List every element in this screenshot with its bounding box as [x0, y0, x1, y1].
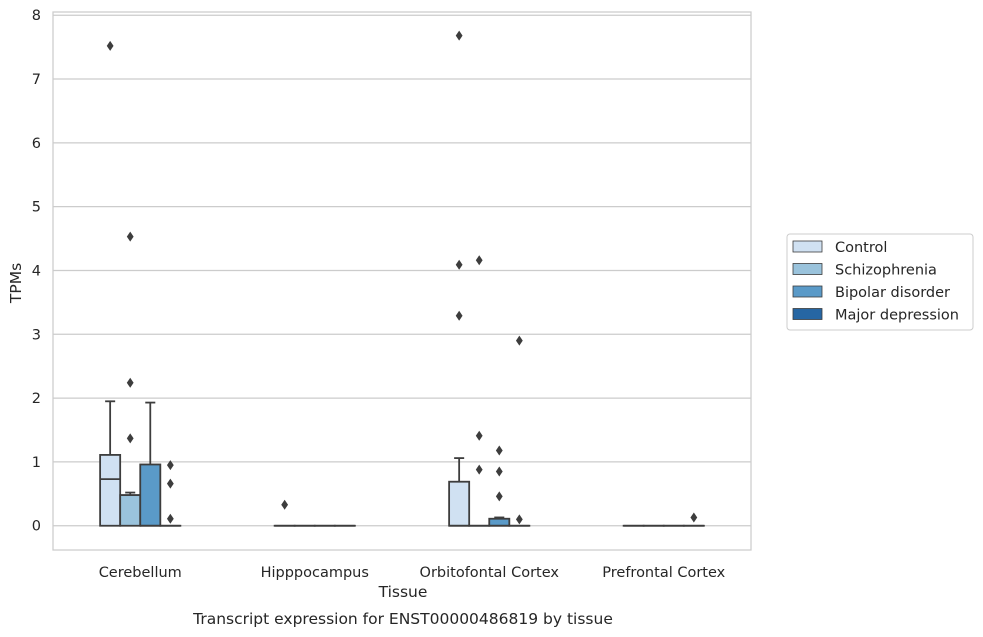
legend-label: Bipolar disorder: [835, 285, 950, 301]
outlier-point: [166, 460, 174, 471]
outlier-point: [690, 512, 698, 523]
outlier-point: [126, 377, 134, 388]
box-body: [99, 454, 122, 527]
legend-swatch: [792, 308, 823, 320]
outlier-point: [166, 478, 174, 489]
outlier-point: [455, 30, 463, 41]
outlier-point: [106, 40, 114, 51]
x-tick-label: Orbitofontal Cortex: [420, 565, 560, 581]
plot-area-frame: [52, 11, 752, 551]
box-bipolar-disorder: [139, 401, 162, 527]
outlier-point: [475, 430, 483, 441]
box-control: [99, 400, 122, 527]
y-tick-label: 2: [32, 391, 41, 407]
y-tick-label: 5: [32, 200, 41, 216]
outlier-point: [126, 231, 134, 242]
y-tick-label: 3: [32, 327, 41, 343]
x-axis-label: Tissue: [378, 583, 428, 601]
legend-label: Schizophrenia: [835, 263, 937, 279]
legend-swatch: [792, 263, 823, 275]
gridlines: [53, 14, 751, 527]
box-body: [119, 494, 142, 527]
outlier-point: [495, 445, 503, 456]
y-tick-label: 1: [32, 455, 41, 471]
legend-frame: [786, 233, 974, 331]
y-tick-label: 8: [32, 8, 41, 24]
outlier-point: [281, 499, 289, 510]
y-tick-label: 0: [32, 519, 41, 535]
outlier-point: [475, 464, 483, 475]
boxes: [99, 400, 705, 527]
y-tick-label: 4: [32, 263, 41, 279]
outlier-point: [455, 259, 463, 270]
y-axis-label: TPMs: [7, 263, 25, 304]
y-tick-label: 7: [32, 72, 41, 88]
outlier-point: [495, 491, 503, 502]
x-tick-label: Cerebellum: [99, 565, 182, 581]
legend-label: Major depression: [835, 308, 959, 324]
outlier-point: [455, 310, 463, 321]
x-axis-ticks: Cerebellum Hipppocampus Orbitofontal Corte…: [99, 565, 726, 581]
chart-title: Transcript expression for ENST0000048681…: [192, 610, 613, 628]
outliers: [106, 30, 698, 525]
y-axis-ticks: 0 1 2 3 4 5 6 7 8: [32, 8, 41, 535]
legend-swatch: [792, 240, 823, 253]
box-body: [139, 463, 162, 527]
box-schizophrenia: [119, 491, 142, 527]
outlier-point: [515, 514, 523, 525]
x-tick-label: Hipppocampus: [261, 565, 369, 581]
box-body: [488, 517, 511, 527]
x-tick-label: Prefrontal Cortex: [602, 565, 725, 581]
box-body: [448, 480, 471, 527]
outlier-point: [515, 335, 523, 346]
y-tick-label: 6: [32, 136, 41, 152]
outlier-point: [166, 513, 174, 524]
legend: Control Schizophrenia Bipolar disorder Majo…: [786, 233, 974, 331]
legend-swatch: [792, 285, 823, 298]
box-bipolar-disorder: [488, 516, 511, 527]
outlier-point: [495, 466, 503, 477]
outlier-point: [126, 433, 134, 444]
box-control: [448, 457, 471, 527]
legend-label: Control: [835, 240, 887, 256]
outlier-point: [475, 255, 483, 266]
